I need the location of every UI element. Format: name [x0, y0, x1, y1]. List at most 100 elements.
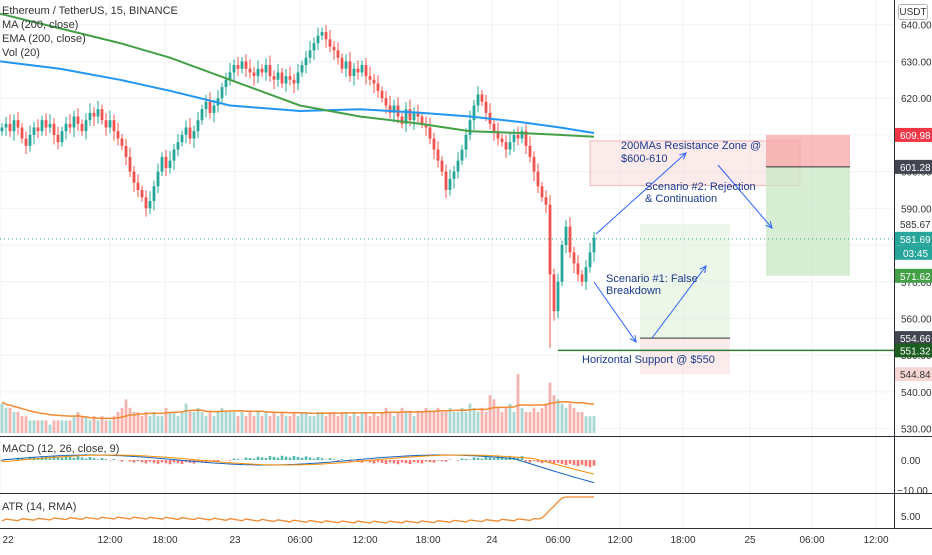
atr-legend[interactable]: ATR (14, RMA)	[2, 500, 76, 514]
candle-body	[385, 98, 388, 105]
candle-body	[193, 131, 196, 138]
volume-bar	[373, 412, 376, 433]
volume-bar	[301, 412, 304, 433]
macd-histogram-bar	[285, 457, 288, 460]
time-tick-label: 23	[229, 535, 241, 546]
volume-bar	[377, 416, 380, 433]
candle-body	[189, 128, 192, 139]
candle-body	[449, 179, 452, 190]
vol-legend[interactable]: Vol (20)	[2, 46, 40, 60]
candle-body	[181, 135, 184, 142]
macd-tick-label: −10.00	[897, 486, 928, 497]
macd-histogram-bar	[277, 458, 280, 460]
candle-body	[273, 76, 276, 80]
candle-body	[281, 72, 284, 83]
candle-body	[469, 120, 472, 135]
macd-histogram-bar	[233, 459, 236, 460]
candle-body	[197, 120, 200, 131]
macd-histogram-bar	[409, 460, 412, 464]
macd-histogram-bar	[333, 459, 336, 460]
candle-body	[565, 227, 568, 245]
macd-histogram-bar	[445, 460, 448, 462]
volume-bar	[129, 408, 132, 433]
macd-histogram-bar	[261, 457, 264, 460]
macd-histogram-bar	[165, 460, 168, 463]
candle-body	[553, 274, 556, 311]
volume-bar	[117, 412, 120, 433]
macd-histogram-bar	[389, 460, 392, 462]
time-tick-label: 06:00	[287, 535, 312, 546]
macd-histogram-bar	[121, 460, 124, 462]
volume-bar	[153, 412, 156, 433]
volume-bar	[421, 412, 424, 433]
candle-body	[141, 190, 144, 197]
candle-body	[517, 135, 520, 139]
volume-bar	[181, 412, 184, 433]
volume-bar	[61, 420, 64, 433]
scenario1-label: Scenario #1: False	[606, 273, 698, 285]
candle-body	[357, 69, 360, 73]
macd-histogram-bar	[237, 459, 240, 460]
macd-histogram-bar	[97, 459, 100, 460]
candle-body	[245, 61, 248, 68]
candle-body	[509, 142, 512, 149]
candle-body	[221, 87, 224, 98]
volume-bar	[5, 408, 8, 433]
macd-histogram-bar	[497, 456, 500, 460]
resistance-label: 200MAs Resistance Zone @	[621, 140, 761, 152]
candle-body	[109, 120, 112, 127]
candle-body	[149, 201, 152, 208]
volume-bar	[305, 412, 308, 433]
candle-body	[505, 142, 508, 149]
time-tick-label: 18:00	[152, 535, 177, 546]
price-tag-label: 585.67	[900, 220, 931, 231]
candle-body	[169, 161, 172, 168]
candle-body	[105, 120, 108, 127]
volume-bar	[233, 412, 236, 433]
volume-bar	[369, 416, 372, 433]
scenario2-label: Scenario #2: Rejection	[645, 181, 756, 193]
candle-body	[137, 183, 140, 190]
volume-bar	[349, 416, 352, 433]
volume-bar	[513, 412, 516, 433]
candle-body	[225, 80, 228, 87]
volume-bar	[497, 408, 500, 433]
candle-body	[153, 186, 156, 201]
macd-histogram-bar	[425, 460, 428, 461]
volume-bar	[65, 420, 68, 433]
candle-body	[513, 135, 516, 142]
candle-body	[341, 58, 344, 69]
candle-body	[461, 150, 464, 161]
ma-legend[interactable]: MA (200, close)	[2, 18, 78, 32]
macd-histogram-bar	[73, 458, 76, 460]
volume-bar	[289, 416, 292, 433]
candle-body	[529, 146, 532, 157]
price-tag-label: 544.84	[900, 370, 931, 381]
candle-body	[573, 252, 576, 263]
macd-legend[interactable]: MACD (12, 26, close, 9)	[2, 442, 119, 456]
price-tag-label: 571.62	[900, 272, 931, 283]
volume-bar	[109, 420, 112, 433]
candle-body	[297, 72, 300, 83]
candle-body	[161, 157, 164, 172]
candle-body	[593, 238, 596, 253]
volume-bar	[89, 420, 92, 433]
ema-legend[interactable]: EMA (200, close)	[2, 32, 86, 46]
candle-body	[37, 128, 40, 132]
candle-body	[445, 172, 448, 190]
currency-button[interactable]: USDT	[898, 4, 928, 20]
candle-body	[53, 124, 56, 135]
candle-body	[213, 105, 216, 112]
candle-body	[81, 124, 84, 131]
volume-bar	[33, 420, 36, 433]
candle-body	[33, 128, 36, 135]
candle-body	[9, 124, 12, 131]
volume-bar	[149, 416, 152, 433]
macd-histogram-bar	[533, 460, 536, 461]
macd-histogram-bar	[297, 457, 300, 460]
volume-bar	[197, 408, 200, 433]
candle-body	[25, 139, 28, 146]
volume-bar	[9, 408, 12, 433]
candle-body	[541, 186, 544, 197]
